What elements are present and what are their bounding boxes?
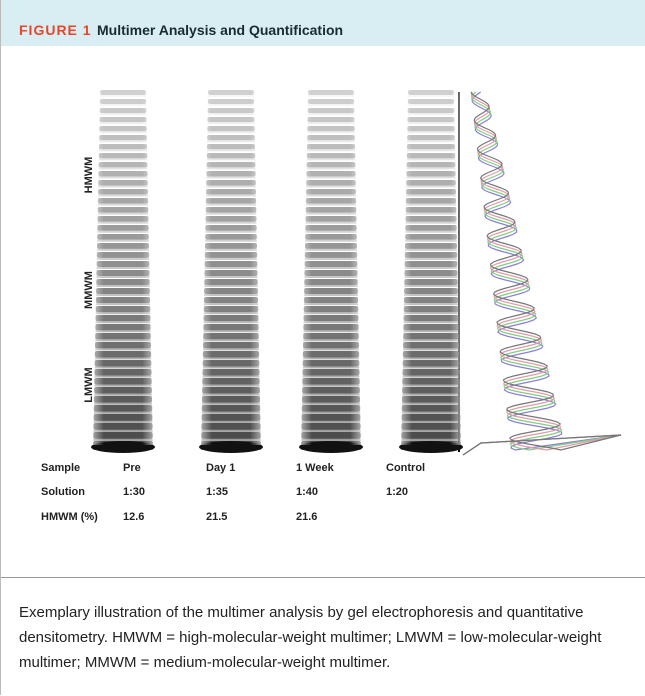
table-cell: 1:35 (206, 486, 228, 498)
table-cell: 21.5 (206, 511, 227, 523)
lane-shade (399, 90, 463, 445)
region-label: HMWM (83, 157, 95, 194)
region-label: MMWM (83, 271, 95, 309)
caption: Exemplary illustration of the multimer a… (19, 604, 602, 671)
gel-lane (91, 90, 155, 453)
table-cell: Pre (123, 462, 141, 474)
row-header: Solution (41, 486, 85, 498)
table-cell: 1:30 (123, 486, 145, 498)
row-header: Sample (41, 462, 80, 474)
row-header: HMWM (%) (41, 511, 98, 523)
table-cell: 21.6 (296, 511, 317, 523)
densitometry-trace (462, 91, 622, 456)
lane-shade (199, 90, 263, 445)
region-label: LMWM (83, 367, 95, 402)
lane-shade (91, 90, 155, 445)
table-cell: 12.6 (123, 511, 144, 523)
gel-figure: HMWM MMWM LMWM Sample Pre Day 1 1 Week Control S… (41, 90, 622, 523)
divider (1, 577, 645, 578)
gel-lane (399, 90, 463, 453)
table-cell: 1:20 (386, 486, 408, 498)
table-cell: Control (386, 462, 425, 474)
table-cell: 1 Week (296, 462, 335, 474)
lane-shade (299, 90, 363, 445)
figure-title: Multimer Analysis and Quantification (97, 22, 344, 38)
table-cell: 1:40 (296, 486, 318, 498)
figure-label: FIGURE 1 (19, 22, 92, 38)
densitometry-trace (462, 91, 622, 456)
gel-lane (299, 90, 363, 453)
gel-lane (199, 90, 263, 453)
densitometry-trace (462, 91, 622, 456)
table-cell: Day 1 (206, 462, 235, 474)
figure-header: FIGURE 1 Multimer Analysis and Quantific… (1, 0, 645, 46)
